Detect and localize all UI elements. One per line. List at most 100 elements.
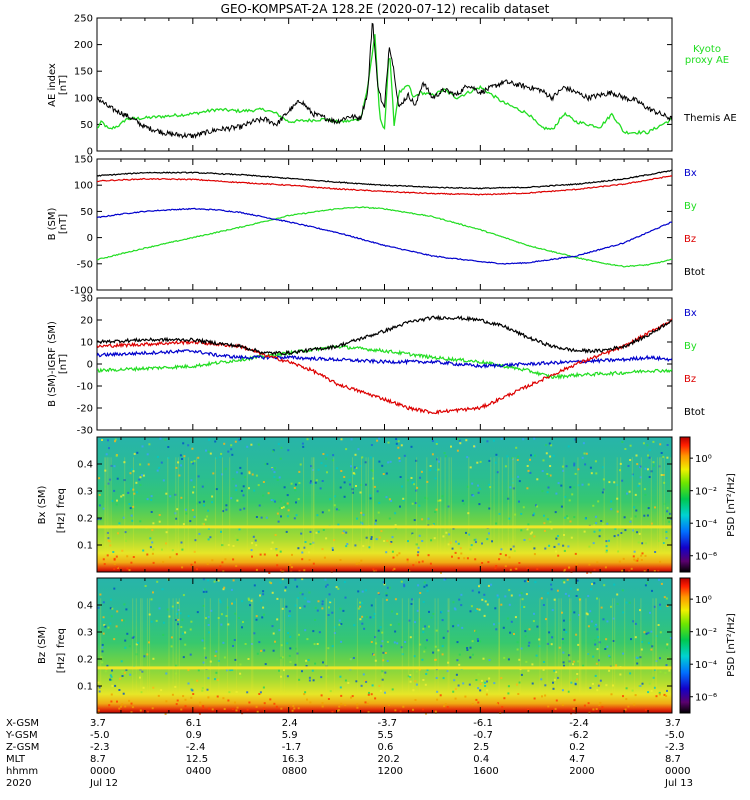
- spectrogram-cell: [592, 655, 595, 658]
- spectrogram-cell: [568, 660, 571, 663]
- spectrogram-cell: [441, 619, 444, 622]
- spectrogram-cell: [415, 670, 418, 673]
- spectrogram-cell: [179, 638, 182, 641]
- spectrogram-cell: [434, 511, 437, 513]
- spectrogram-cell: [192, 693, 195, 695]
- spectrogram-cell: [375, 642, 378, 645]
- spectrogram-cell: [483, 614, 486, 617]
- spectrogram-cell: [225, 615, 228, 617]
- legend-igrf-by: By: [684, 341, 697, 352]
- spectrogram-cell: [207, 696, 210, 699]
- spectrogram-cell: [414, 680, 417, 683]
- spectrogram-cell: [190, 479, 193, 482]
- spectrogram-cell: [445, 531, 448, 534]
- spectrogram-cell: [326, 675, 329, 678]
- spectrogram-cell: [573, 462, 576, 465]
- spectrogram-cell: [577, 643, 580, 646]
- spectrogram-cell: [606, 645, 609, 648]
- spectrogram-cell: [279, 656, 282, 659]
- spectrogram-striation: [624, 598, 626, 693]
- spectrogram-cell: [207, 450, 210, 453]
- spectrogram-cell: [171, 605, 174, 608]
- spectrogram-cell: [549, 474, 552, 477]
- spectrogram-cell: [262, 494, 265, 497]
- spectrogram-cell: [226, 606, 229, 609]
- spectrogram-cell: [310, 465, 313, 468]
- spectrogram-cell: [190, 563, 193, 566]
- spectrogram-cell: [659, 631, 662, 634]
- spectrogram-cell: [101, 643, 104, 646]
- spectrogram-cell: [647, 468, 649, 471]
- spectrogram-cell: [107, 439, 109, 442]
- spectrogram-cell: [113, 638, 116, 641]
- spectrogram-cell: [321, 705, 324, 708]
- spectrogram-cell: [659, 657, 661, 660]
- spectrogram-cell: [312, 541, 315, 544]
- spectrogram-cell: [502, 626, 505, 629]
- spectrogram-cell: [193, 460, 196, 463]
- spectrogram-cell: [492, 439, 495, 442]
- spectrogram-cell: [351, 488, 354, 491]
- spectrogram-cell: [322, 453, 325, 455]
- spectrogram-cell: [294, 489, 297, 492]
- spectrogram-cell: [647, 691, 650, 694]
- spectrogram-cell: [401, 485, 403, 488]
- spectrogram-cell: [610, 693, 613, 696]
- spectrogram-cell: [460, 604, 463, 607]
- spectrogram-cell: [170, 636, 173, 639]
- spectrogram-cell: [555, 492, 558, 495]
- spectrogram-striation: [110, 457, 112, 552]
- spectrogram-cell: [482, 657, 485, 660]
- spectrogram-cell: [361, 456, 364, 459]
- spectrogram-cell: [426, 639, 428, 642]
- spectrogram-cell: [139, 709, 142, 712]
- spectrogram-cell: [128, 569, 131, 572]
- spectrogram-cell: [604, 566, 607, 569]
- spectrogram-cell: [350, 696, 352, 699]
- spectrogram-cell: [113, 567, 116, 570]
- spectrogram-cell: [477, 491, 480, 494]
- spectrogram-cell: [382, 659, 385, 662]
- spectrogram-cell: [637, 485, 640, 487]
- spectrogram-cell: [320, 694, 323, 697]
- spectrogram-cell: [318, 631, 321, 634]
- spectrogram-cell: [538, 645, 541, 648]
- spectrogram-cell: [385, 551, 388, 554]
- spectrogram-cell: [136, 491, 138, 494]
- y-tick-label: -30: [77, 426, 93, 437]
- spectrogram-cell: [557, 554, 560, 557]
- spectrogram-cell: [565, 465, 568, 468]
- spectrogram-cell: [205, 449, 207, 452]
- spectrogram-cell: [593, 639, 596, 642]
- spectrogram-cell: [596, 628, 599, 631]
- spectrogram-cell: [253, 489, 256, 492]
- spectrogram-cell: [335, 586, 338, 589]
- spectrogram-cell: [341, 532, 344, 535]
- spectrogram-cell: [610, 508, 613, 511]
- spectrogram-cell: [507, 692, 510, 695]
- spectrogram-cell: [375, 538, 378, 541]
- spectrogram-cell: [301, 670, 303, 673]
- spectrogram-cell: [286, 494, 289, 497]
- spectrogram-cell: [641, 640, 644, 643]
- spectrogram-cell: [440, 571, 442, 574]
- spectrogram-cell: [288, 610, 291, 613]
- spectrogram-cell: [216, 678, 219, 681]
- spectrogram-cell: [548, 544, 551, 547]
- spectrogram-cell: [146, 453, 149, 456]
- spectrogram-cell: [560, 484, 563, 487]
- spectrogram-cell: [103, 563, 106, 566]
- spectrogram-striation: [448, 598, 450, 693]
- spectrogram-cell: [494, 567, 497, 570]
- eph-row-label-mlt: MLT: [6, 754, 26, 765]
- spectrogram-cell: [421, 518, 424, 521]
- spectrogram-cell: [180, 496, 183, 499]
- spectrogram-cell: [653, 570, 656, 573]
- spectrogram-cell: [201, 639, 204, 642]
- spectrogram-cell: [261, 616, 264, 619]
- spectrogram-cell: [177, 623, 180, 626]
- spectrogram-cell: [642, 442, 645, 445]
- spectrogram-cell: [106, 554, 109, 557]
- bz-spec-component: Bz (SM): [37, 626, 48, 664]
- legend-kyoto-line2: proxy AE: [685, 55, 729, 66]
